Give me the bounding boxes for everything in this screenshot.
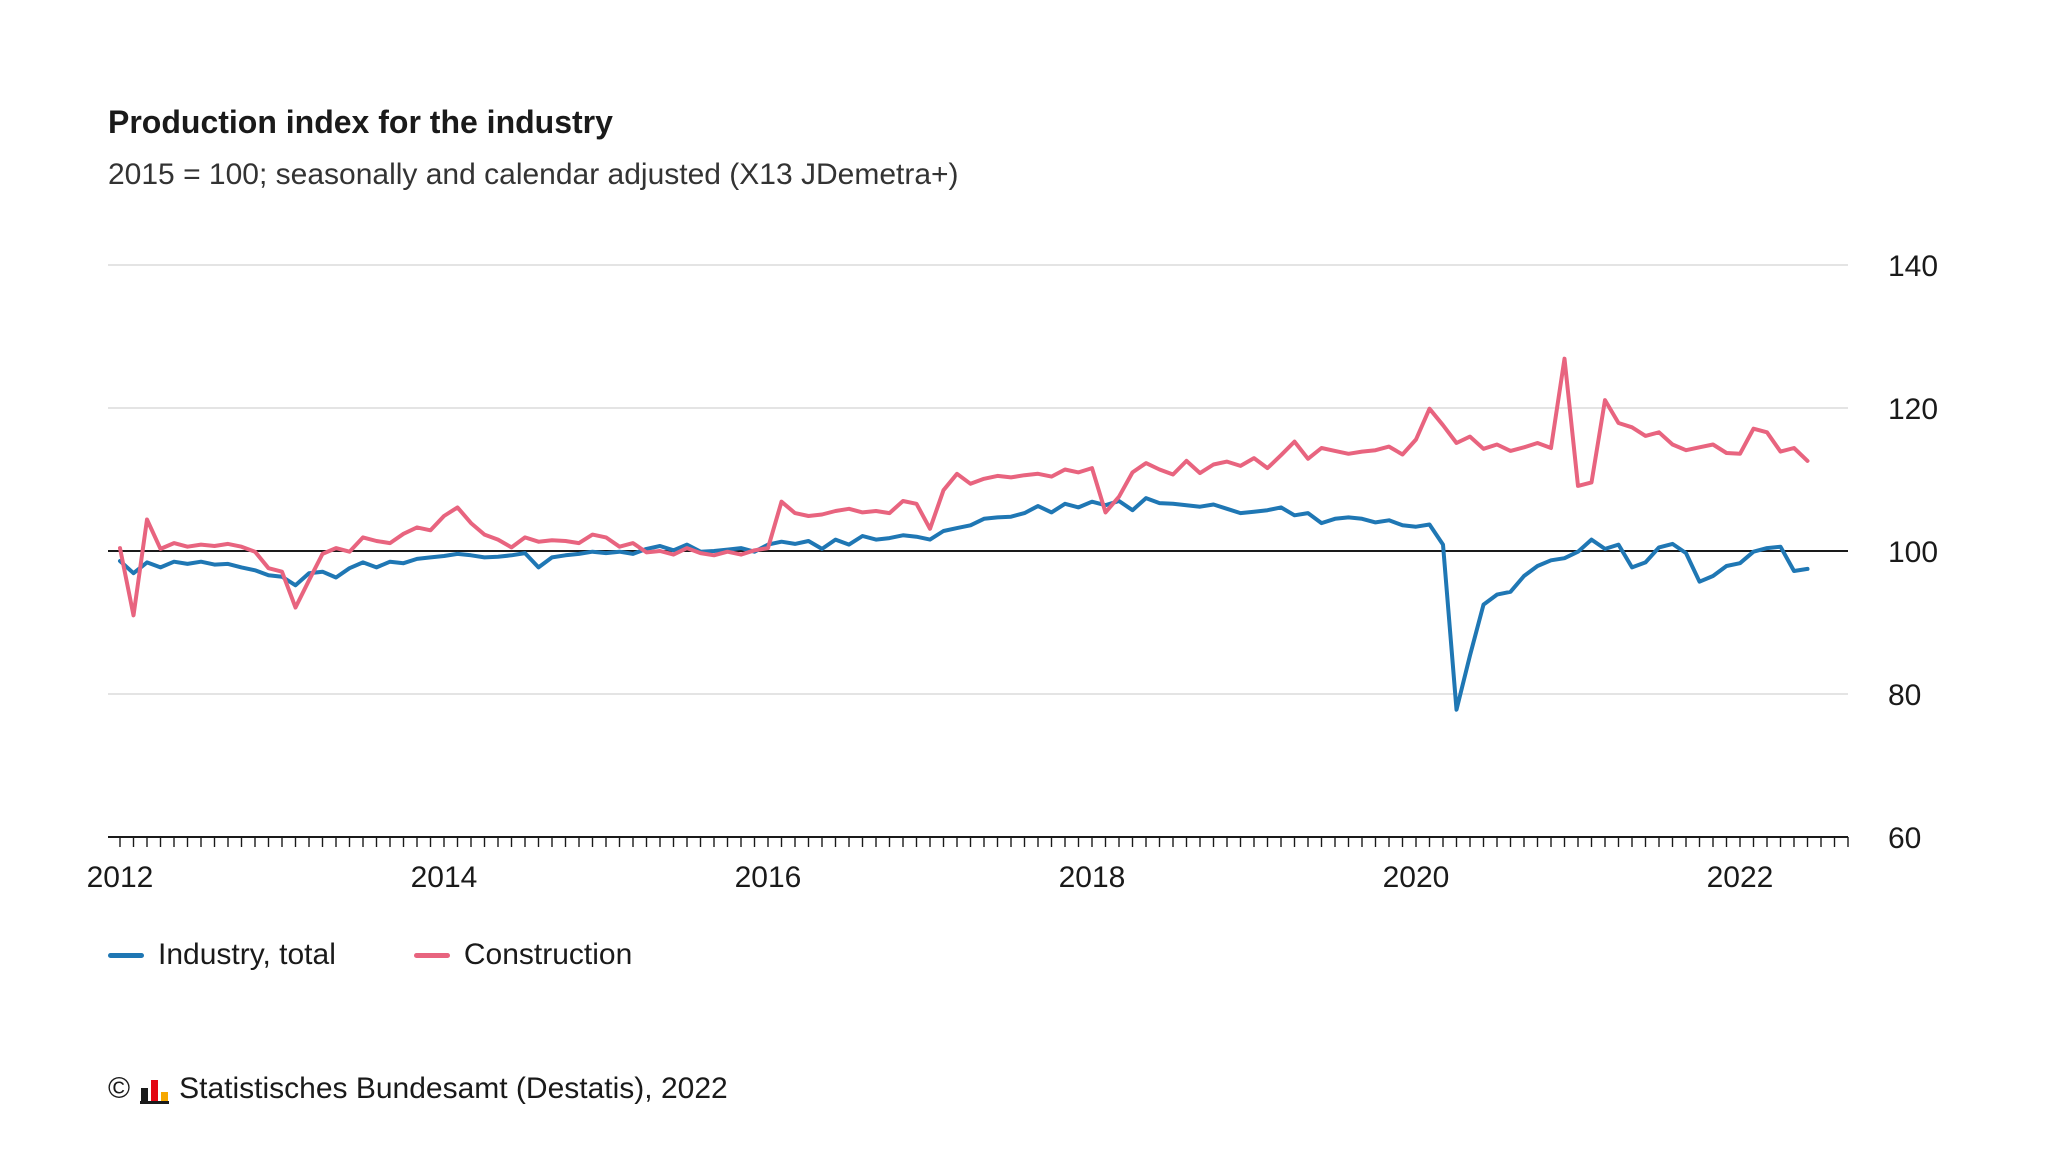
- legend: Industry, total Construction: [108, 938, 632, 972]
- copyright-symbol: ©: [108, 1072, 131, 1105]
- legend-item-industry-total[interactable]: Industry, total: [108, 938, 336, 972]
- x-axis-label-2016: 2016: [735, 861, 802, 894]
- chart-subtitle: 2015 = 100; seasonally and calendar adju…: [108, 158, 959, 191]
- copyright-line: © Statistisches Bundesamt (Destatis), 20…: [108, 1072, 728, 1106]
- series-line-construction: [118, 356, 1810, 618]
- x-axis-label-2012: 2012: [87, 861, 154, 894]
- y-axis-label-120: 120: [1888, 393, 1938, 426]
- destatis-barchart-icon: [140, 1075, 170, 1104]
- chart-title: Production index for the industry: [108, 104, 613, 140]
- series-line-industry-total: [118, 496, 1810, 712]
- x-axis-label-2022: 2022: [1707, 861, 1774, 894]
- x-axis-label-2020: 2020: [1383, 861, 1450, 894]
- chart-canvas: 2012 2014 2016 2018 2020 2022 60 80 100 120 140: [87, 250, 1938, 894]
- x-axis-label-2018: 2018: [1059, 861, 1126, 894]
- legend-swatch-industry-icon: [108, 952, 144, 958]
- copyright-text: Statistisches Bundesamt (Destatis), 2022: [179, 1072, 728, 1105]
- y-axis-label-140: 140: [1888, 250, 1938, 283]
- legend-swatch-construction-icon: [413, 952, 450, 958]
- y-axis-label-80: 80: [1888, 679, 1921, 712]
- legend-label-industry-total: Industry, total: [158, 938, 336, 971]
- y-axis-label-60: 60: [1888, 822, 1921, 855]
- x-axis-label-2014: 2014: [411, 861, 478, 894]
- y-axis-label-100: 100: [1888, 536, 1938, 569]
- legend-label-construction: Construction: [463, 938, 633, 971]
- legend-item-construction[interactable]: Construction: [413, 938, 633, 972]
